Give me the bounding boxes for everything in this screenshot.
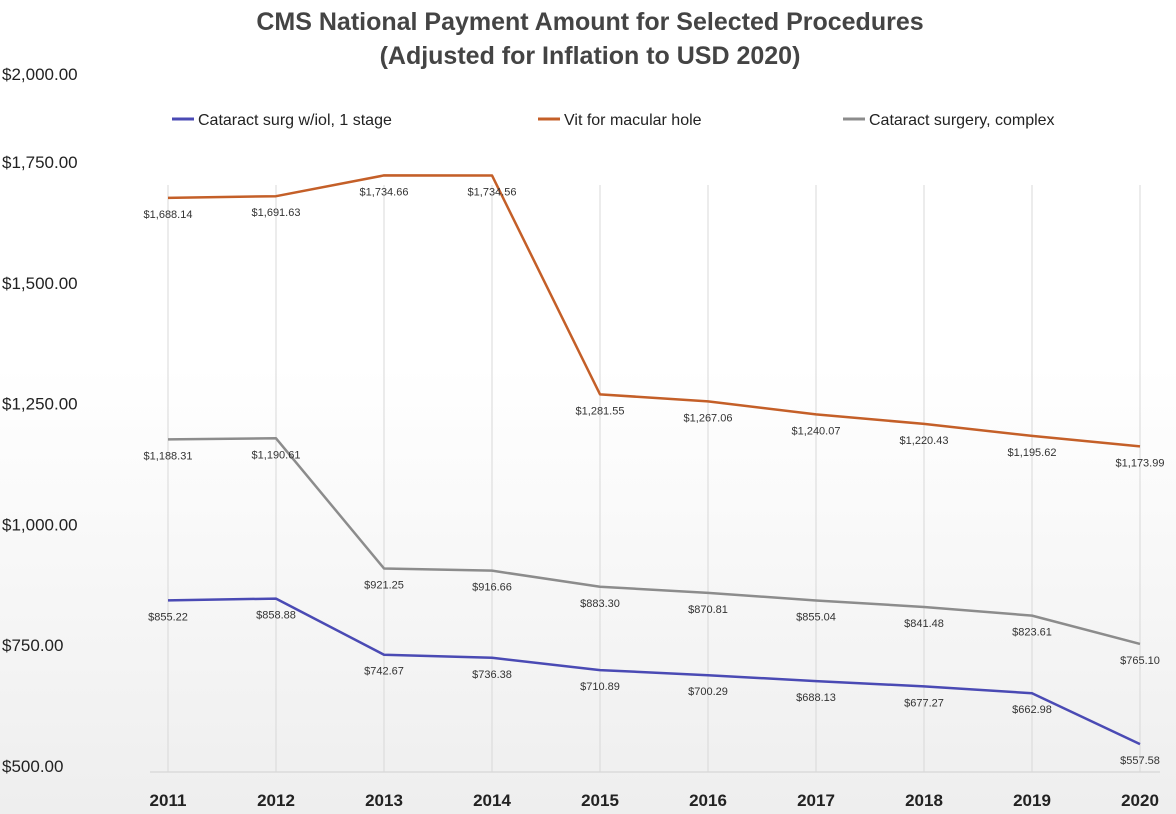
- data-label: $1,734.66: [360, 186, 409, 198]
- data-label: $1,688.14: [144, 209, 193, 221]
- chart-title: CMS National Payment Amount for Selected…: [256, 8, 923, 36]
- y-tick-label: $2,000.00: [2, 65, 78, 84]
- x-tick-label: 2020: [1121, 791, 1159, 810]
- legend-label: Vit for macular hole: [564, 112, 702, 129]
- y-tick-label: $500.00: [2, 757, 63, 776]
- data-label: $662.98: [1012, 704, 1052, 716]
- data-label: $841.48: [904, 618, 944, 630]
- data-label: $855.04: [796, 611, 836, 623]
- data-label: $1,188.31: [144, 450, 193, 462]
- y-tick-label: $750.00: [2, 636, 63, 655]
- data-label: $870.81: [688, 604, 728, 616]
- series-line: [167, 437, 1141, 646]
- data-label: $1,240.07: [792, 425, 841, 437]
- data-label: $688.13: [796, 692, 836, 704]
- x-tick-label: 2017: [797, 791, 835, 810]
- data-label: $858.88: [256, 610, 296, 622]
- y-tick-label: $1,250.00: [2, 395, 78, 414]
- data-label: $1,281.55: [576, 405, 625, 417]
- chart-subtitle: (Adjusted for Inflation to USD 2020): [380, 42, 801, 70]
- data-label: $823.61: [1012, 627, 1052, 639]
- data-label: $1,173.99: [1116, 457, 1165, 469]
- x-tick-label: 2018: [905, 791, 943, 810]
- x-tick-label: 2011: [150, 791, 187, 810]
- data-label: $1,267.06: [684, 412, 733, 424]
- data-label: $916.66: [472, 582, 512, 594]
- y-tick-label: $1,000.00: [2, 515, 78, 534]
- data-label: $710.89: [580, 681, 620, 693]
- data-label: $855.22: [148, 611, 188, 623]
- x-tick-label: 2012: [257, 791, 295, 810]
- x-tick-label: 2014: [473, 791, 511, 810]
- data-label: $700.29: [688, 686, 728, 698]
- y-tick-label: $1,500.00: [2, 274, 78, 293]
- series-line: [167, 597, 1141, 746]
- data-label: $1,195.62: [1008, 447, 1057, 459]
- x-tick-label: 2015: [581, 791, 619, 810]
- x-tick-label: 2019: [1013, 791, 1051, 810]
- x-tick-label: 2016: [689, 791, 727, 810]
- data-label: $742.67: [364, 666, 404, 678]
- data-label: $1,220.43: [900, 435, 949, 447]
- data-label: $677.27: [904, 697, 944, 709]
- series-line: [167, 174, 1141, 448]
- data-label: $557.58: [1120, 755, 1160, 767]
- x-tick-label: 2013: [365, 791, 403, 810]
- data-label: $736.38: [472, 669, 512, 681]
- legend-label: Cataract surgery, complex: [869, 112, 1055, 129]
- y-tick-label: $1,750.00: [2, 153, 78, 172]
- legend-label: Cataract surg w/iol, 1 stage: [198, 112, 392, 129]
- data-label: $1,691.63: [252, 207, 301, 219]
- data-label: $765.10: [1120, 655, 1160, 667]
- data-label: $1,734.56: [468, 186, 517, 198]
- data-label: $883.30: [580, 598, 620, 610]
- data-label: $921.25: [364, 579, 404, 591]
- data-label: $1,190.61: [252, 449, 301, 461]
